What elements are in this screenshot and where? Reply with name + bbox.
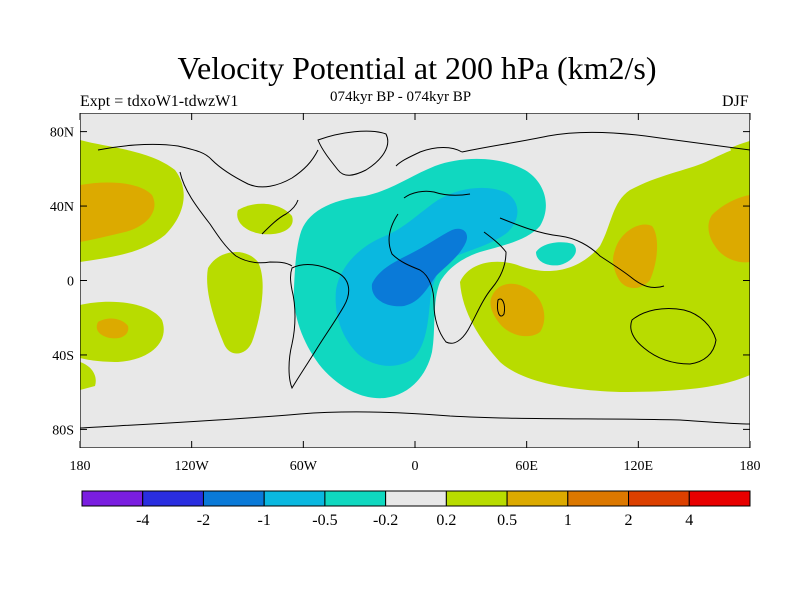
- contour-neg-atlantic-center: [371, 228, 468, 307]
- colorbar-label: 0.5: [497, 512, 517, 529]
- contour-neg-arabian-sea: [536, 242, 576, 266]
- contour-pos-east-africa-core: [490, 283, 545, 337]
- colorbar-label: -0.2: [373, 512, 398, 529]
- colorbar-swatch: [263, 490, 326, 507]
- experiment-label: Expt = tdxoW1-tdwzW1: [80, 93, 239, 110]
- contour-pos-north-pacific-core: [80, 182, 155, 242]
- contour-pos-pacific-fringe: [80, 362, 96, 390]
- coast-south-america: [288, 264, 350, 390]
- colorbar-label: 0.2: [436, 512, 456, 529]
- coast-australia: [630, 307, 717, 365]
- longitude-axis: 180 120W 60W 0 60E 120E 180: [70, 113, 761, 474]
- colorbar-label: -0.5: [312, 512, 337, 529]
- lon-tick-label: 180: [740, 459, 761, 474]
- lat-tick-label: 40N: [50, 200, 74, 215]
- lat-tick-label: 80N: [50, 126, 74, 141]
- period-label: 074kyr BP - 074kyr BP: [330, 89, 472, 105]
- lon-tick-label: 120E: [624, 459, 654, 474]
- colorbar-swatch: [81, 490, 144, 507]
- lat-tick-label: 40S: [52, 349, 74, 364]
- colorbar-swatch: [628, 490, 690, 507]
- lon-tick-label: 60E: [515, 459, 538, 474]
- colorbar-label: 4: [685, 512, 693, 529]
- contour-pos-west-pacific-core: [708, 195, 750, 263]
- colorbar-label: -1: [258, 512, 271, 529]
- colorbar-swatch: [202, 490, 265, 507]
- lon-tick-label: 180: [70, 459, 91, 474]
- colorbar-swatch: [385, 490, 447, 507]
- colorbar-swatch: [688, 490, 751, 507]
- coast-madagascar: [497, 298, 505, 317]
- colorbar-label: 2: [625, 512, 633, 529]
- colorbar-swatch: [324, 490, 387, 507]
- latitude-axis: 80N 40N 0 40S 80S: [50, 126, 750, 438]
- colorbar-label: -4: [136, 512, 149, 529]
- lat-tick-label: 0: [67, 275, 74, 290]
- coastlines: [80, 130, 750, 429]
- colorbar-swatch: [567, 490, 630, 507]
- colorbar-swatch: [506, 490, 569, 507]
- season-label: DJF: [722, 93, 749, 110]
- lat-tick-label: 80S: [52, 423, 74, 438]
- coast-europe-africa: [388, 147, 507, 344]
- coast-antarctica: [80, 411, 750, 429]
- contour-pos-east-pacific: [207, 251, 263, 354]
- lon-tick-label: 0: [412, 459, 419, 474]
- plot-title: Velocity Potential at 200 hPa (km2/s): [177, 50, 657, 86]
- contour-pos-south-pacific-core: [96, 318, 129, 339]
- colorbar-swatch: [142, 490, 204, 507]
- colorbar-label: 1: [564, 512, 572, 529]
- colorbar-label: -2: [197, 512, 210, 529]
- colorbar-swatch: [445, 490, 508, 507]
- contour-pos-north-america: [237, 203, 293, 235]
- lon-tick-label: 120W: [175, 459, 210, 474]
- coast-eurasia: [461, 131, 750, 289]
- coast-north-america: [97, 143, 319, 267]
- coast-greenland: [317, 130, 389, 176]
- lon-tick-label: 60W: [290, 459, 318, 474]
- colorbar: -4 -2 -1 -0.5 -0.2 0.2 0.5 1 2 4: [81, 490, 751, 529]
